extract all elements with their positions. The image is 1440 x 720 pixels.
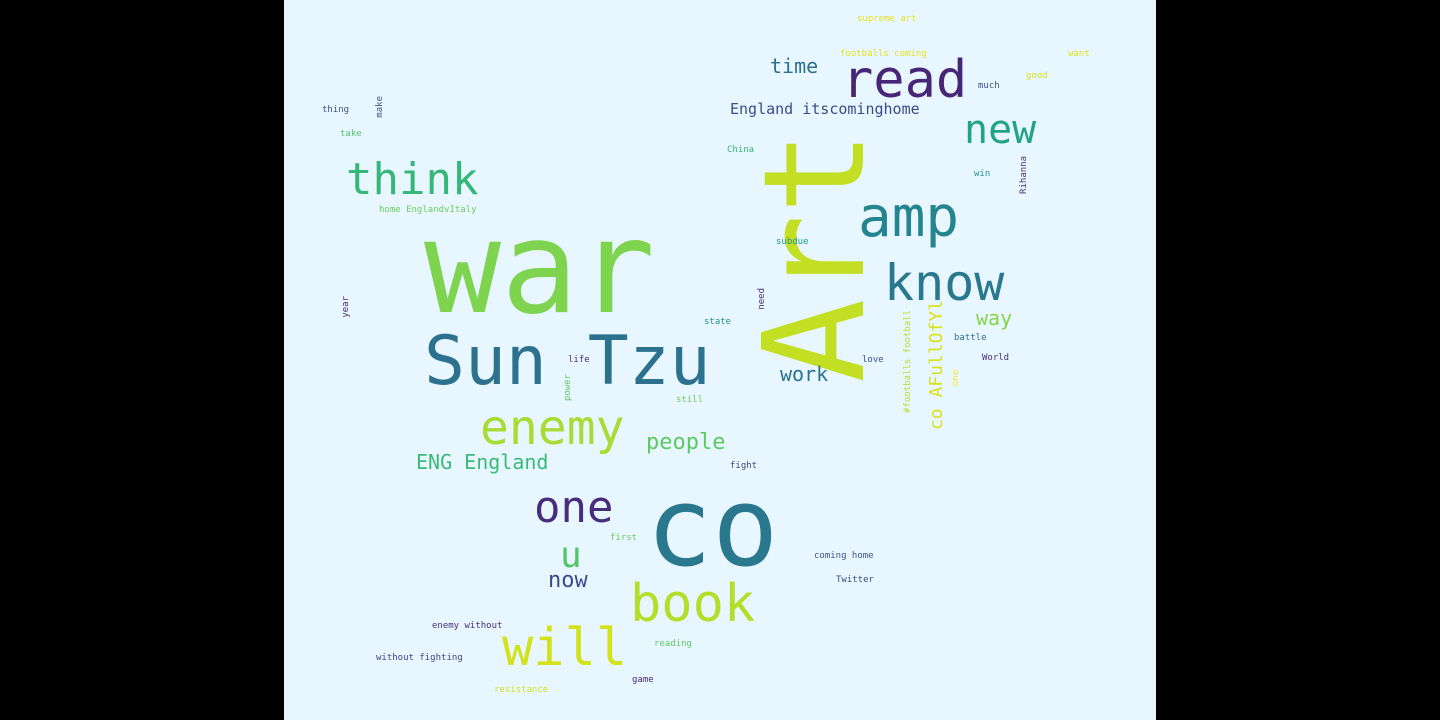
word-people: people xyxy=(646,430,726,455)
word-book: book xyxy=(630,574,756,634)
word-amp: amp xyxy=(858,185,960,250)
word-still: still xyxy=(676,395,704,405)
word-now: now xyxy=(548,568,588,593)
word-england-itscominghome: England itscominghome xyxy=(730,100,920,118)
word-one: one xyxy=(534,482,614,533)
word-life: life xyxy=(568,355,590,365)
word-supreme-art: supreme art xyxy=(857,14,917,24)
word-twitter: Twitter xyxy=(836,575,874,585)
word-fight: fight xyxy=(730,461,758,471)
word-time: time xyxy=(770,54,819,78)
word-art: Art xyxy=(734,130,897,383)
word-one-small: one xyxy=(951,370,961,387)
word-thing: thing xyxy=(322,105,350,115)
word-footballs-coming: footballs coming xyxy=(840,49,927,59)
word-think: think xyxy=(346,154,479,205)
word-much: much xyxy=(978,81,1000,91)
word-footballs-football: #footballs football xyxy=(903,310,913,413)
word-without-fighting: without fighting xyxy=(376,653,463,663)
word-new: new xyxy=(964,107,1037,153)
word-win: win xyxy=(974,169,991,179)
word-rihanna: Rihanna xyxy=(1019,156,1029,194)
word-reading: reading xyxy=(654,639,692,649)
word-make: make xyxy=(375,96,385,118)
word-sun-tzu: Sun Tzu xyxy=(424,322,711,401)
word-good: good xyxy=(1026,71,1048,81)
word-battle: battle xyxy=(954,333,987,343)
word-power: power xyxy=(563,374,573,402)
word-will: will xyxy=(502,618,628,678)
word-game: game xyxy=(632,675,654,685)
word-cloud: war Art co Sun Tzu read amp know new thi… xyxy=(284,0,1156,720)
word-first: first xyxy=(610,533,638,543)
word-state: state xyxy=(704,317,732,327)
word-china: China xyxy=(727,145,755,155)
word-read: read xyxy=(842,50,968,110)
word-enemy-without: enemy without xyxy=(432,621,503,631)
word-work: work xyxy=(780,362,829,386)
word-love: love xyxy=(862,355,884,365)
word-coming-home: coming home xyxy=(814,551,874,561)
word-year: year xyxy=(341,296,351,318)
word-home-englandvitaly: home EnglandvItaly xyxy=(379,205,477,215)
word-know: know xyxy=(884,254,1005,312)
word-resistance: resistance xyxy=(494,685,549,695)
word-world: World xyxy=(982,353,1010,363)
word-way: way xyxy=(976,306,1013,330)
word-co: co xyxy=(646,463,779,591)
word-enemy: enemy xyxy=(480,400,625,456)
word-war: war xyxy=(424,194,656,343)
word-take: take xyxy=(340,129,362,139)
word-need: need xyxy=(757,288,767,310)
word-want: want xyxy=(1068,49,1090,59)
word-subdue: subdue xyxy=(776,237,809,247)
word-u: u xyxy=(560,535,582,576)
word-co-afullofyl: co AFullOfYl xyxy=(926,300,947,431)
word-eng-england: ENG England xyxy=(416,450,549,474)
